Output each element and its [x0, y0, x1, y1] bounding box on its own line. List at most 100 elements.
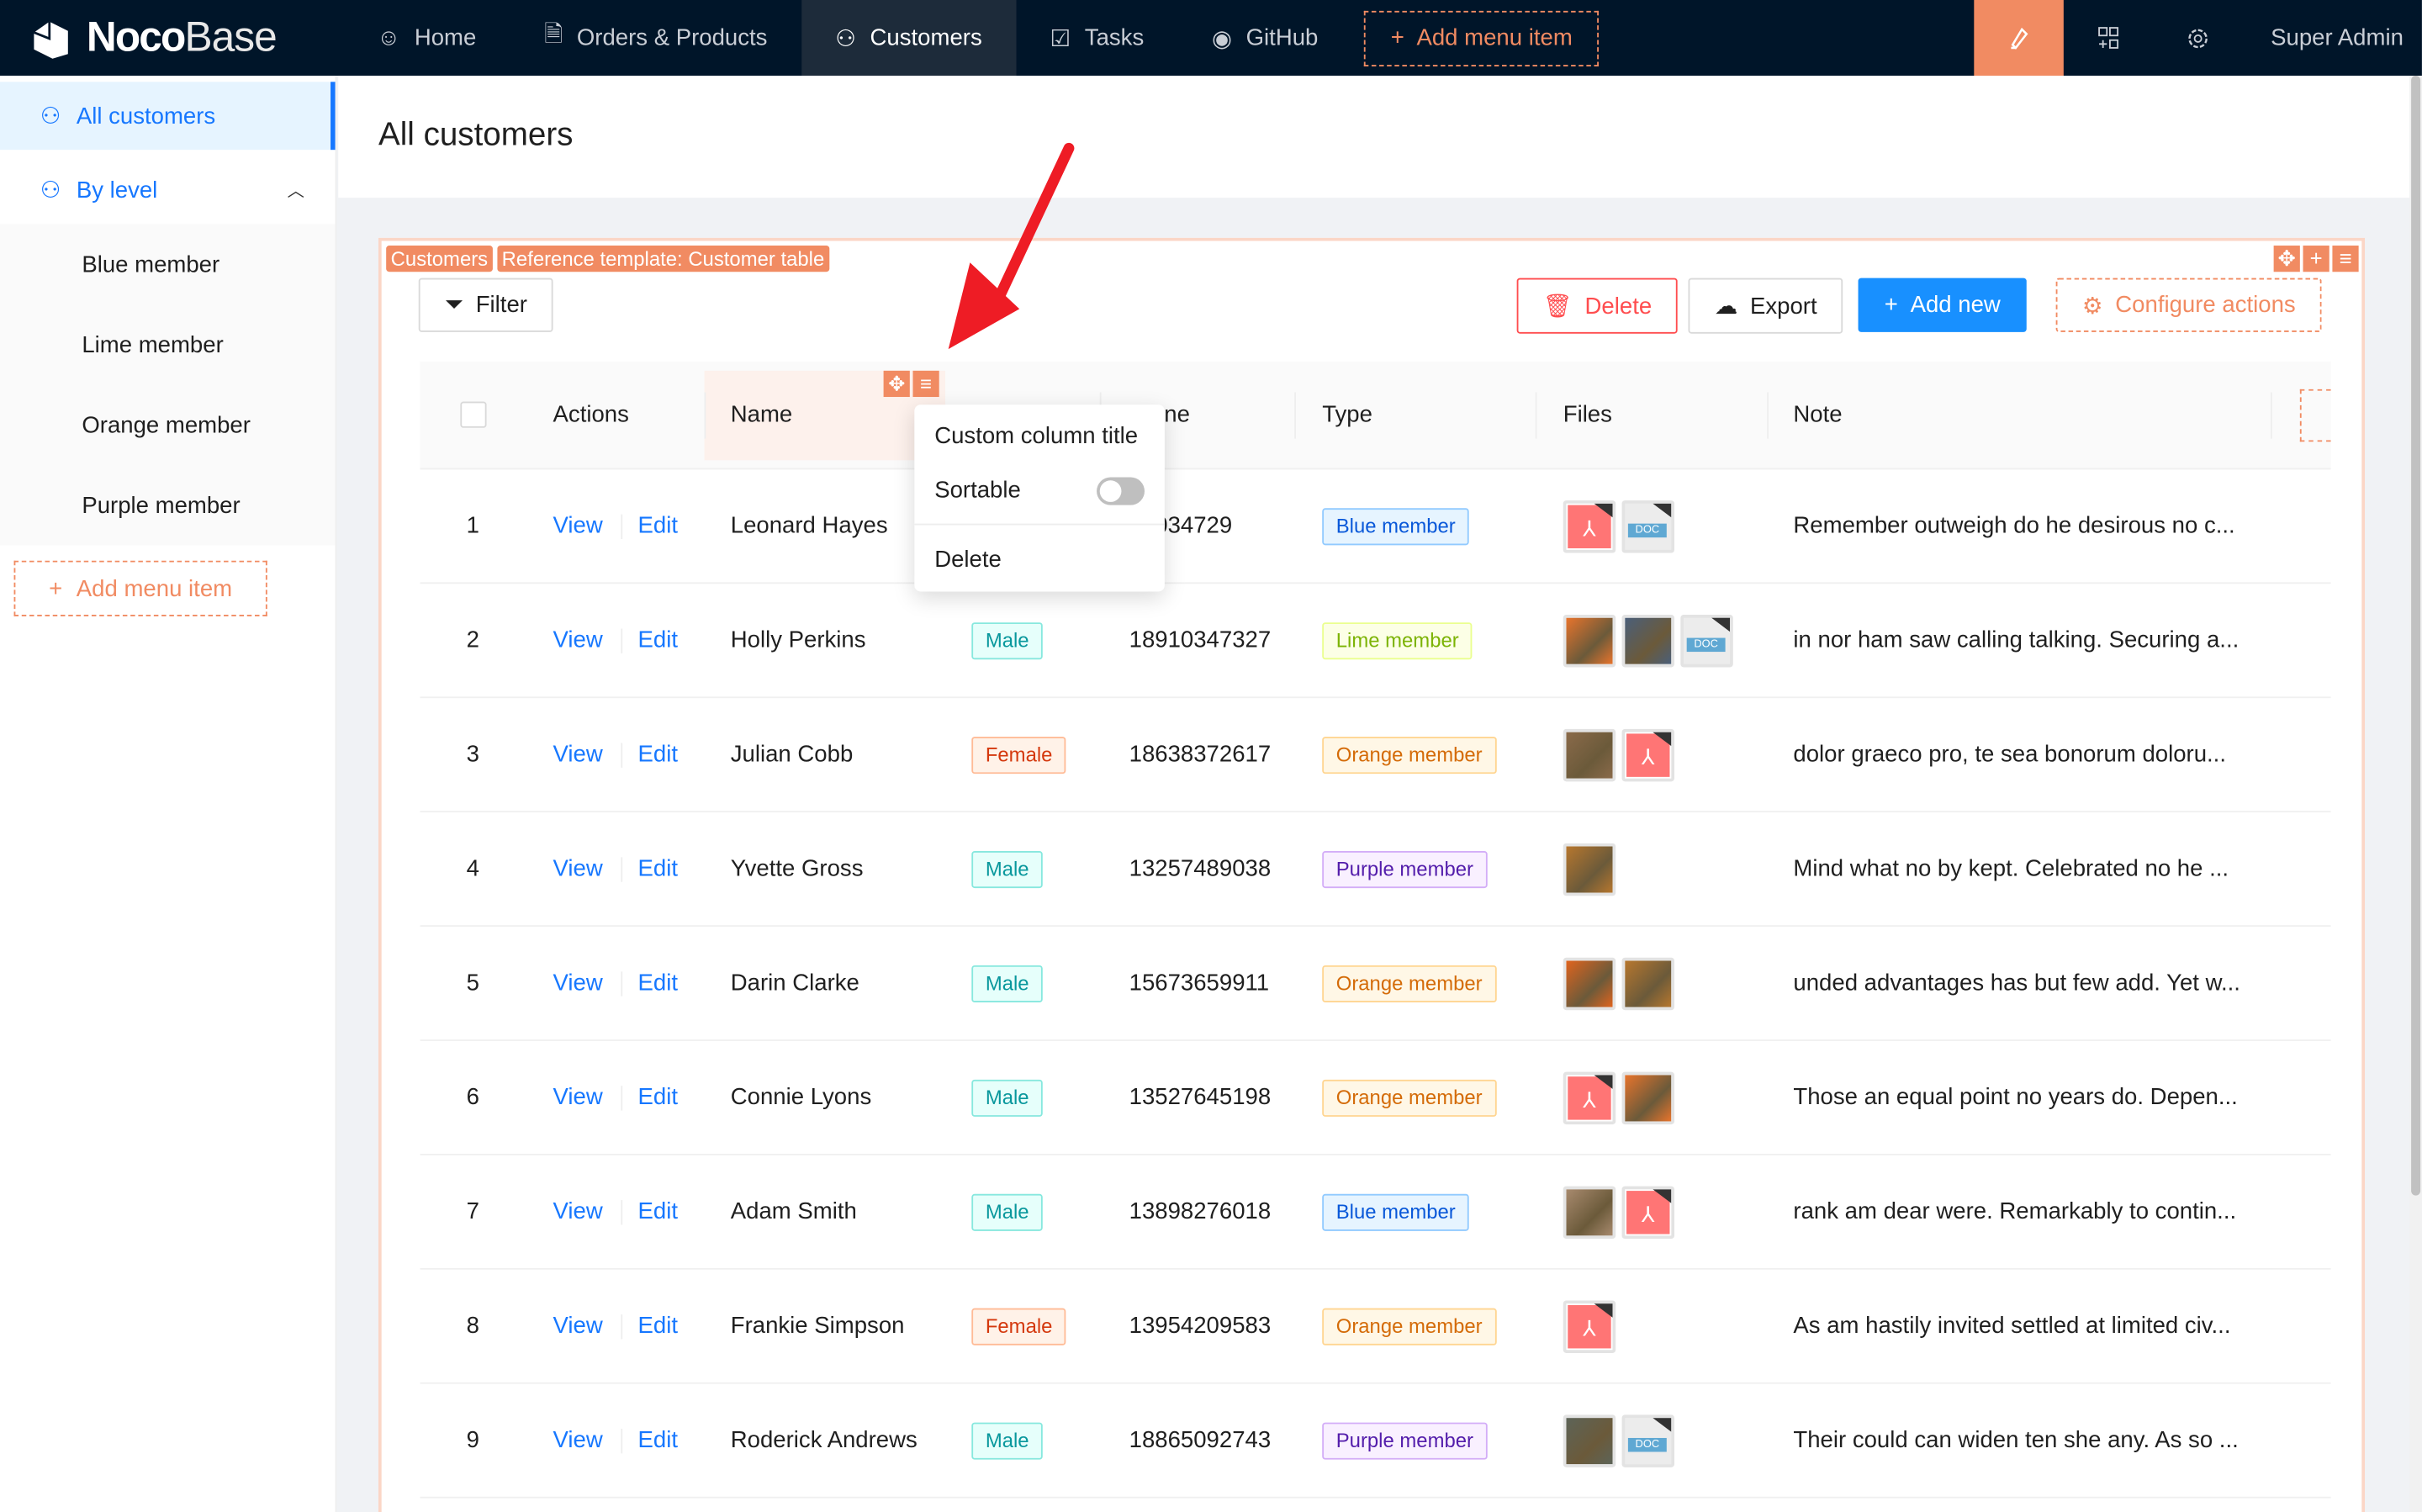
column-settings-icon[interactable]: ≡: [912, 370, 939, 398]
image-thumbnail[interactable]: [1563, 957, 1616, 1011]
add-menu-item-button[interactable]: + Add menu item: [1364, 9, 1600, 66]
table-row[interactable]: 4 View Edit Yvette Gross Male 13257489038 Purp…: [420, 812, 2331, 928]
add-new-button[interactable]: + Add new: [1858, 278, 2028, 332]
type-cell: Blue member: [1322, 469, 1470, 584]
trash-icon: 🗑: [1542, 293, 1573, 320]
edit-link[interactable]: Edit: [637, 626, 679, 653]
table-row[interactable]: 8 View Edit Frankie Simpson Female 1395420958…: [420, 1270, 2331, 1384]
doc-file-icon[interactable]: DOC: [1621, 500, 1674, 553]
row-number: 4: [466, 855, 480, 882]
nav-item-orders-products[interactable]: 🗎 Orders & Products: [510, 0, 801, 76]
gender-cell: Male: [971, 812, 1044, 927]
column-header-note[interactable]: Note: [1793, 401, 1843, 428]
pdf-file-icon[interactable]: ⅄: [1621, 1186, 1674, 1240]
table-row[interactable]: 9 View Edit Roderick Andrews Male 18865092743…: [420, 1384, 2331, 1499]
nav-item-github[interactable]: ◉ GitHub: [1178, 0, 1352, 76]
nav-item-home[interactable]: ☺ Home: [343, 0, 510, 76]
edit-link[interactable]: Edit: [637, 1427, 679, 1454]
sidebar-item-level[interactable]: Lime member: [0, 304, 336, 385]
pdf-file-icon[interactable]: ⅄: [1563, 1300, 1616, 1354]
view-link[interactable]: View: [553, 512, 603, 540]
column-drag-handle-icon[interactable]: ✥: [883, 370, 910, 398]
files-cell: [1563, 927, 1681, 1041]
gender-cell: Male: [971, 1155, 1044, 1270]
view-link[interactable]: View: [553, 970, 603, 997]
edit-link[interactable]: Edit: [637, 1198, 679, 1225]
view-link[interactable]: View: [553, 1084, 603, 1111]
pdf-file-icon[interactable]: ⅄: [1563, 1071, 1616, 1125]
settings-button[interactable]: [2154, 0, 2244, 76]
sidebar-item-all-customers[interactable]: ⚇ All customers: [0, 82, 336, 151]
user-menu[interactable]: Super Admin: [2271, 24, 2403, 51]
view-link[interactable]: View: [553, 626, 603, 653]
table-row[interactable]: 6 View Edit Connie Lyons Male 13527645198 Oran…: [420, 1041, 2331, 1155]
doc-file-icon[interactable]: DOC: [1680, 615, 1733, 668]
table-row[interactable]: 3 View Edit Julian Cobb Female 18638372617 Ora…: [420, 698, 2331, 813]
export-button[interactable]: ☁ Export: [1688, 278, 1843, 334]
add-block-icon[interactable]: +: [2303, 246, 2329, 272]
sortable-toggle[interactable]: [1097, 477, 1145, 505]
logo[interactable]: NocoBase: [0, 14, 343, 62]
edit-link[interactable]: Edit: [637, 1313, 679, 1340]
note-text: dolor graeco pro, te sea bonorum doloru.…: [1793, 741, 2227, 768]
image-thumbnail[interactable]: [1621, 615, 1674, 668]
edit-link[interactable]: Edit: [637, 855, 679, 882]
plugins-button[interactable]: [2064, 0, 2154, 76]
gender-badge: Male: [971, 1079, 1044, 1117]
image-thumbnail[interactable]: [1563, 728, 1616, 782]
table-row[interactable]: 1 View Edit Leonard Hayes 98034729 Blue membe…: [420, 469, 2331, 584]
block-settings-icon[interactable]: ≡: [2332, 246, 2359, 272]
view-link[interactable]: View: [553, 855, 603, 882]
delete-label: Delete: [1584, 293, 1653, 320]
sidebar-group-by-level[interactable]: ⚇ By level ︿: [0, 156, 336, 225]
sidebar: ⚇ All customers ⚇ By level ︿ Blue member Lim…: [0, 75, 337, 1512]
sidebar-item-level[interactable]: Blue member: [0, 224, 336, 304]
table-row[interactable]: 2 View Edit Holly Perkins Male 18910347327 Lim…: [420, 584, 2331, 699]
table-row[interactable]: 7 View Edit Adam Smith Male 13898276018 Blue m…: [420, 1155, 2331, 1270]
table-row[interactable]: 5 View Edit Darin Clarke Male 15673659911 Oran…: [420, 927, 2331, 1041]
view-link[interactable]: View: [553, 1198, 603, 1225]
collection-tag: Customers: [386, 246, 493, 272]
sidebar-item-level[interactable]: Purple member: [0, 464, 336, 546]
files-cell: DOC: [1563, 1384, 1681, 1499]
customer-name: Julian Cobb: [730, 741, 854, 768]
nav-item-tasks[interactable]: ☑ Tasks: [1016, 0, 1177, 76]
filter-button[interactable]: ⏷ Filter: [418, 278, 554, 332]
drag-handle-icon[interactable]: ✥: [2273, 246, 2300, 272]
configure-columns-button[interactable]: [2299, 389, 2331, 442]
row-number: 3: [466, 741, 480, 768]
image-thumbnail[interactable]: [1563, 1414, 1616, 1467]
pdf-file-icon[interactable]: ⅄: [1563, 500, 1616, 553]
type-cell: Lime member: [1322, 584, 1473, 698]
customer-name: Connie Lyons: [730, 1084, 872, 1111]
image-thumbnail[interactable]: [1621, 1071, 1674, 1125]
edit-link[interactable]: Edit: [637, 741, 679, 768]
image-thumbnail[interactable]: [1621, 957, 1674, 1011]
pdf-file-icon[interactable]: ⅄: [1621, 728, 1674, 782]
view-link[interactable]: View: [553, 1313, 603, 1340]
sidebar-add-menu-item-button[interactable]: + Add menu item: [13, 560, 267, 616]
edit-link[interactable]: Edit: [637, 512, 679, 540]
nav-item-customers[interactable]: ⚇ Customers: [801, 0, 1017, 76]
page-scrollbar[interactable]: [2409, 75, 2422, 1512]
edit-link[interactable]: Edit: [637, 1084, 679, 1111]
edit-link[interactable]: Edit: [637, 970, 679, 997]
delete-button[interactable]: 🗑 Delete: [1516, 278, 1679, 334]
doc-file-icon[interactable]: DOC: [1621, 1414, 1674, 1467]
view-link[interactable]: View: [553, 1427, 603, 1454]
gender-cell: Male: [971, 584, 1044, 698]
sidebar-item-level[interactable]: Orange member: [0, 384, 336, 465]
image-thumbnail[interactable]: [1563, 1186, 1616, 1240]
select-all-checkbox[interactable]: [460, 401, 487, 428]
image-thumbnail[interactable]: [1563, 615, 1616, 668]
column-header-type[interactable]: Type: [1322, 401, 1372, 428]
image-thumbnail[interactable]: [1563, 843, 1616, 896]
menu-item-delete[interactable]: Delete: [934, 547, 1002, 574]
menu-item-sortable[interactable]: Sortable: [914, 463, 1165, 517]
column-header-name[interactable]: Name: [730, 401, 793, 428]
configure-actions-button[interactable]: ⚙ Configure actions: [2055, 278, 2322, 332]
view-link[interactable]: View: [553, 741, 603, 768]
ui-editor-toggle-button[interactable]: [1974, 0, 2065, 76]
menu-item-custom-column-title[interactable]: Custom column title: [934, 423, 1139, 450]
column-header-files[interactable]: Files: [1563, 401, 1612, 428]
